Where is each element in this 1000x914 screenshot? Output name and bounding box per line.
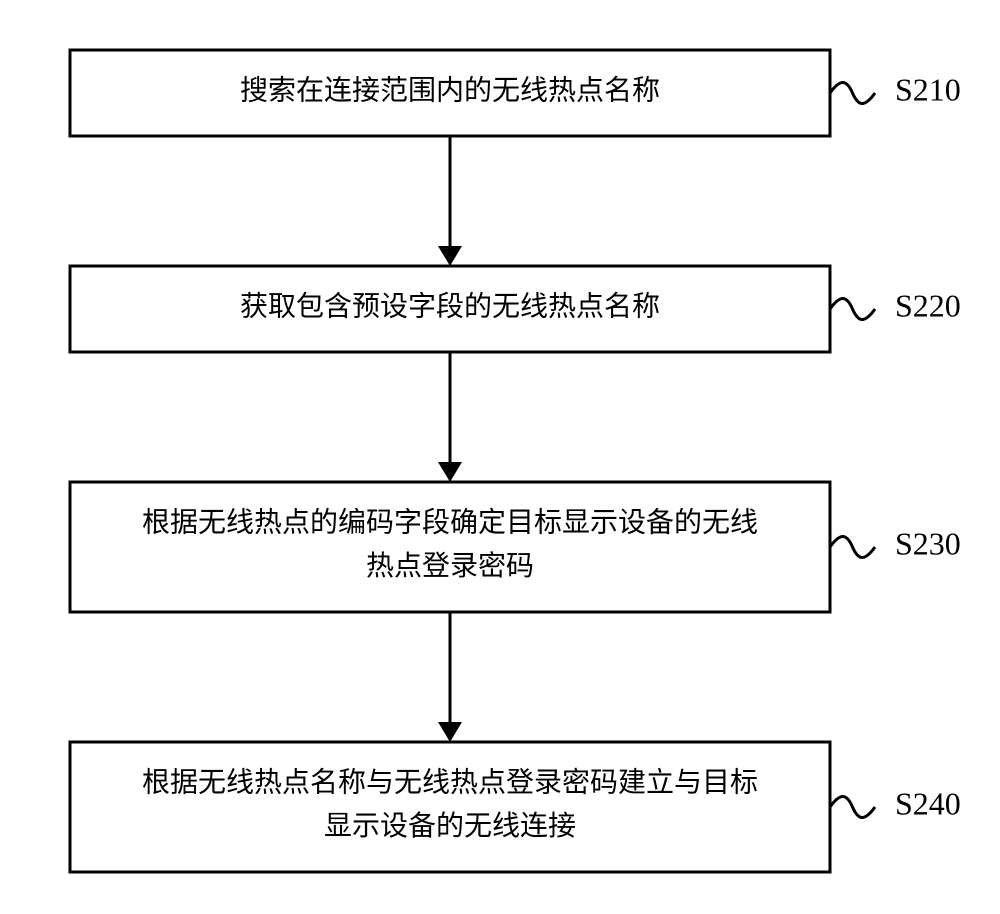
- step-label: S230: [895, 525, 961, 561]
- step-text: 显示设备的无线连接: [324, 810, 576, 842]
- step-label: S210: [895, 71, 961, 107]
- step-text: 获取包含预设字段的无线热点名称: [240, 290, 660, 322]
- step-label: S240: [895, 785, 961, 821]
- flowchart-diagram: 搜索在连接范围内的无线热点名称 S210 获取包含预设字段的无线热点名称 S220 根据…: [0, 0, 1000, 914]
- step-text: 搜索在连接范围内的无线热点名称: [240, 74, 660, 106]
- step-label: S220: [895, 287, 961, 323]
- step-text: 热点登录密码: [366, 550, 534, 582]
- step-text: 根据无线热点的编码字段确定目标显示设备的无线: [142, 507, 758, 539]
- step-text: 根据无线热点名称与无线热点登录密码建立与目标: [142, 767, 758, 799]
